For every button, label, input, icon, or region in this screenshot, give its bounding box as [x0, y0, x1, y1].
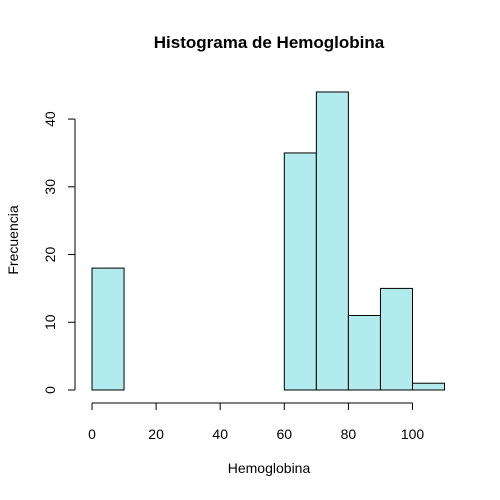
histogram-bar — [412, 382, 446, 391]
x-tick-label: 0 — [88, 426, 96, 442]
y-axis: 0 10 20 30 40 — [42, 111, 76, 394]
x-tick-label: 80 — [341, 426, 357, 442]
y-tick-label: 10 — [42, 314, 58, 330]
y-tick-label: 30 — [42, 179, 58, 195]
chart-title: Histograma de Hemoglobina — [154, 33, 385, 52]
bars-group — [91, 91, 446, 391]
x-tick-label: 60 — [277, 426, 293, 442]
x-axis: 0 20 40 60 80 100 — [88, 402, 425, 442]
histogram-bar — [347, 314, 381, 391]
x-tick-label: 20 — [148, 426, 164, 442]
x-tick-label: 40 — [212, 426, 228, 442]
histogram-bar — [315, 91, 349, 391]
y-tick-label: 0 — [42, 386, 58, 394]
y-tick-label: 20 — [42, 247, 58, 263]
histogram-bar — [91, 267, 125, 391]
histogram-bar — [283, 152, 317, 391]
histogram-bar — [379, 287, 414, 391]
y-axis-label: Frecuencia — [5, 205, 21, 274]
y-tick-label: 40 — [42, 111, 58, 127]
x-axis-label: Hemoglobina — [228, 460, 311, 476]
x-tick-label: 100 — [401, 426, 425, 442]
